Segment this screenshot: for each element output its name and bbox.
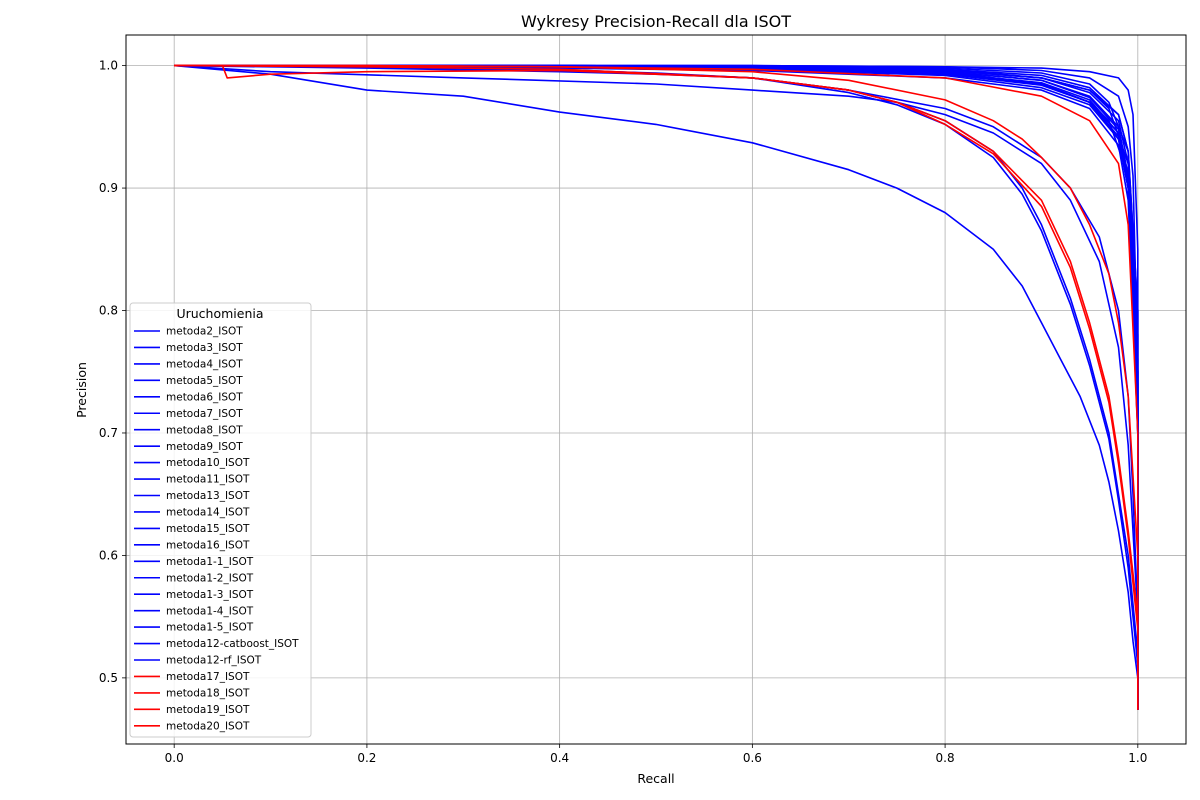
series-line-metoda17-isot [174, 64, 1139, 710]
legend-items: metoda2_ISOT metoda3_ISOT metoda4_ISOTmeto… [134, 326, 299, 732]
legend-label-metoda13-isot: metoda13_ISOT [166, 490, 250, 502]
y-tick-label: 0.7 [99, 426, 118, 440]
legend-label-metoda19-isot: metoda19_ISOT [166, 704, 250, 716]
x-tick-label: 0.0 [165, 751, 184, 765]
y-tick-label: 0.9 [99, 181, 118, 195]
y-axis-ticks: 0.5 0.6 0.7 0.8 0.9 1.0 [99, 59, 126, 685]
y-tick-label: 0.5 [99, 671, 118, 685]
legend-label-metoda10-isot: metoda10_ISOT [166, 457, 250, 469]
series-line-metoda20-isot [174, 64, 1139, 710]
x-axis-ticks: 0.0 0.2 0.4 0.6 0.8 1.0 [165, 744, 1147, 765]
x-tick-label: 1.0 [1128, 751, 1147, 765]
legend-label-metoda9-isot: metoda9_ISOT [166, 441, 243, 453]
legend-label-metoda6-isot: metoda6_ISOT [166, 391, 243, 403]
y-axis-label: Precision [74, 362, 89, 418]
legend-label-metoda17-isot: metoda17_ISOT [166, 671, 250, 683]
legend-label-metoda15-isot: metoda15_ISOT [166, 523, 250, 535]
legend-label-metoda11-isot: metoda11_ISOT [166, 474, 250, 486]
legend-label-metoda4-isot: metoda4_ISOT [166, 359, 243, 371]
legend-label-metoda3-isot: metoda3_ISOT [166, 342, 243, 354]
legend-frame [129, 302, 312, 738]
legend-label-metoda7-isot: metoda7_ISOT [166, 408, 243, 420]
legend-label-metoda1-5-isot: metoda1-5_ISOT [166, 622, 254, 634]
legend-label-metoda12-catboost-isot: metoda12-catboost_ISOT [166, 638, 299, 650]
legend-label-metoda1-2-isot: metoda1-2_ISOT [166, 572, 254, 584]
series-line-metoda19-isot [174, 64, 1139, 710]
series-group [174, 64, 1139, 710]
legend-label-metoda16-isot: metoda16_ISOT [166, 539, 250, 551]
x-tick-label: 0.2 [357, 751, 376, 765]
legend-label-metoda5-isot: metoda5_ISOT [166, 375, 243, 387]
legend-label-metoda1-3-isot: metoda1-3_ISOT [166, 589, 254, 601]
legend-label-metoda2-isot: metoda2_ISOT [166, 326, 243, 338]
series-line-metoda18-isot [174, 64, 1139, 710]
chart-title: Wykresy Precision-Recall dla ISOT [521, 12, 791, 31]
series-line-metoda7-isot [174, 64, 1139, 710]
y-tick-label: 0.6 [99, 548, 118, 562]
x-tick-label: 0.8 [936, 751, 955, 765]
legend-label-metoda1-4-isot: metoda1-4_ISOT [166, 605, 254, 617]
legend-title: Uruchomienia [176, 306, 263, 321]
x-axis-label: Recall [637, 771, 674, 786]
legend: Uruchomienia metoda2_ISOTmetoda3_ISOTmet… [129, 302, 312, 738]
y-tick-label: 1.0 [99, 59, 118, 73]
legend-label-metoda18-isot: metoda18_ISOT [166, 688, 250, 700]
legend-label-metoda20-isot: metoda20_ISOT [166, 720, 250, 732]
legend-label-metoda12-rf-isot: metoda12-rf_ISOT [166, 655, 262, 667]
legend-label-metoda8-isot: metoda8_ISOT [166, 424, 243, 436]
plot-frame [125, 34, 1187, 745]
x-tick-label: 0.6 [743, 751, 762, 765]
x-tick-label: 0.4 [550, 751, 569, 765]
legend-label-metoda14-isot: metoda14_ISOT [166, 507, 250, 519]
legend-label-metoda1-1-isot: metoda1-1_ISOT [166, 556, 254, 568]
series-line-metoda13-isot [174, 64, 1139, 710]
y-tick-label: 0.8 [99, 304, 118, 318]
